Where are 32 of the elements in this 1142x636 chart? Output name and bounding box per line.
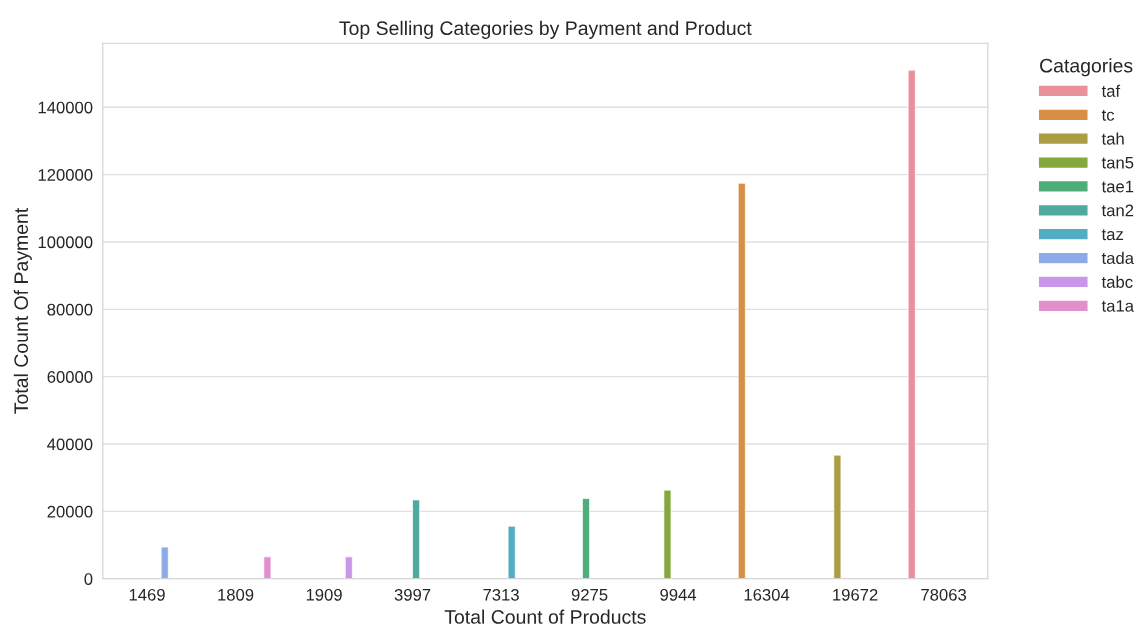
x-tick-label: 1469 xyxy=(129,588,165,601)
x-tick-label: 19672 xyxy=(833,588,878,601)
y-tick-label: 100000 xyxy=(38,236,93,249)
legend-label: tah xyxy=(1101,132,1124,145)
y-tick-label: 40000 xyxy=(47,438,93,451)
y-tick-label: 60000 xyxy=(47,371,93,383)
x-tick-label: 9944 xyxy=(660,588,697,601)
chart-title: Top Selling Categories by Payment and Product xyxy=(339,20,752,39)
x-tick-label: 7313 xyxy=(483,588,519,601)
legend-label: taz xyxy=(1101,229,1123,241)
x-tick-label: 16304 xyxy=(744,588,790,601)
x-tick-label: 78063 xyxy=(921,588,967,601)
x-axis-title: Total Count of Products xyxy=(444,609,646,624)
y-tick-label: 120000 xyxy=(38,169,93,181)
y-tick-label: 0 xyxy=(84,573,93,585)
legend-label: ta1a xyxy=(1101,300,1134,312)
legend-label: tada xyxy=(1101,251,1134,265)
legend-title: Catagories xyxy=(1040,58,1133,77)
y-tick-label: 80000 xyxy=(47,303,93,316)
legend-label: tc xyxy=(1101,109,1115,121)
legend-label: tabc xyxy=(1101,275,1133,288)
y-tick-label: 20000 xyxy=(47,505,93,518)
x-tick-label: 9275 xyxy=(571,588,608,601)
x-tick-label: 1909 xyxy=(306,588,342,601)
legend-label: tae1 xyxy=(1101,180,1134,193)
legend-label: tan2 xyxy=(1101,204,1134,217)
y-tick-label: 140000 xyxy=(38,101,93,114)
x-tick-label: 3997 xyxy=(394,588,431,601)
x-tick-label: 1809 xyxy=(218,588,254,601)
legend-label: taf xyxy=(1101,84,1121,97)
y-axis-title: Total Count Of Payment xyxy=(13,207,32,414)
legend-label: tan5 xyxy=(1101,156,1134,169)
